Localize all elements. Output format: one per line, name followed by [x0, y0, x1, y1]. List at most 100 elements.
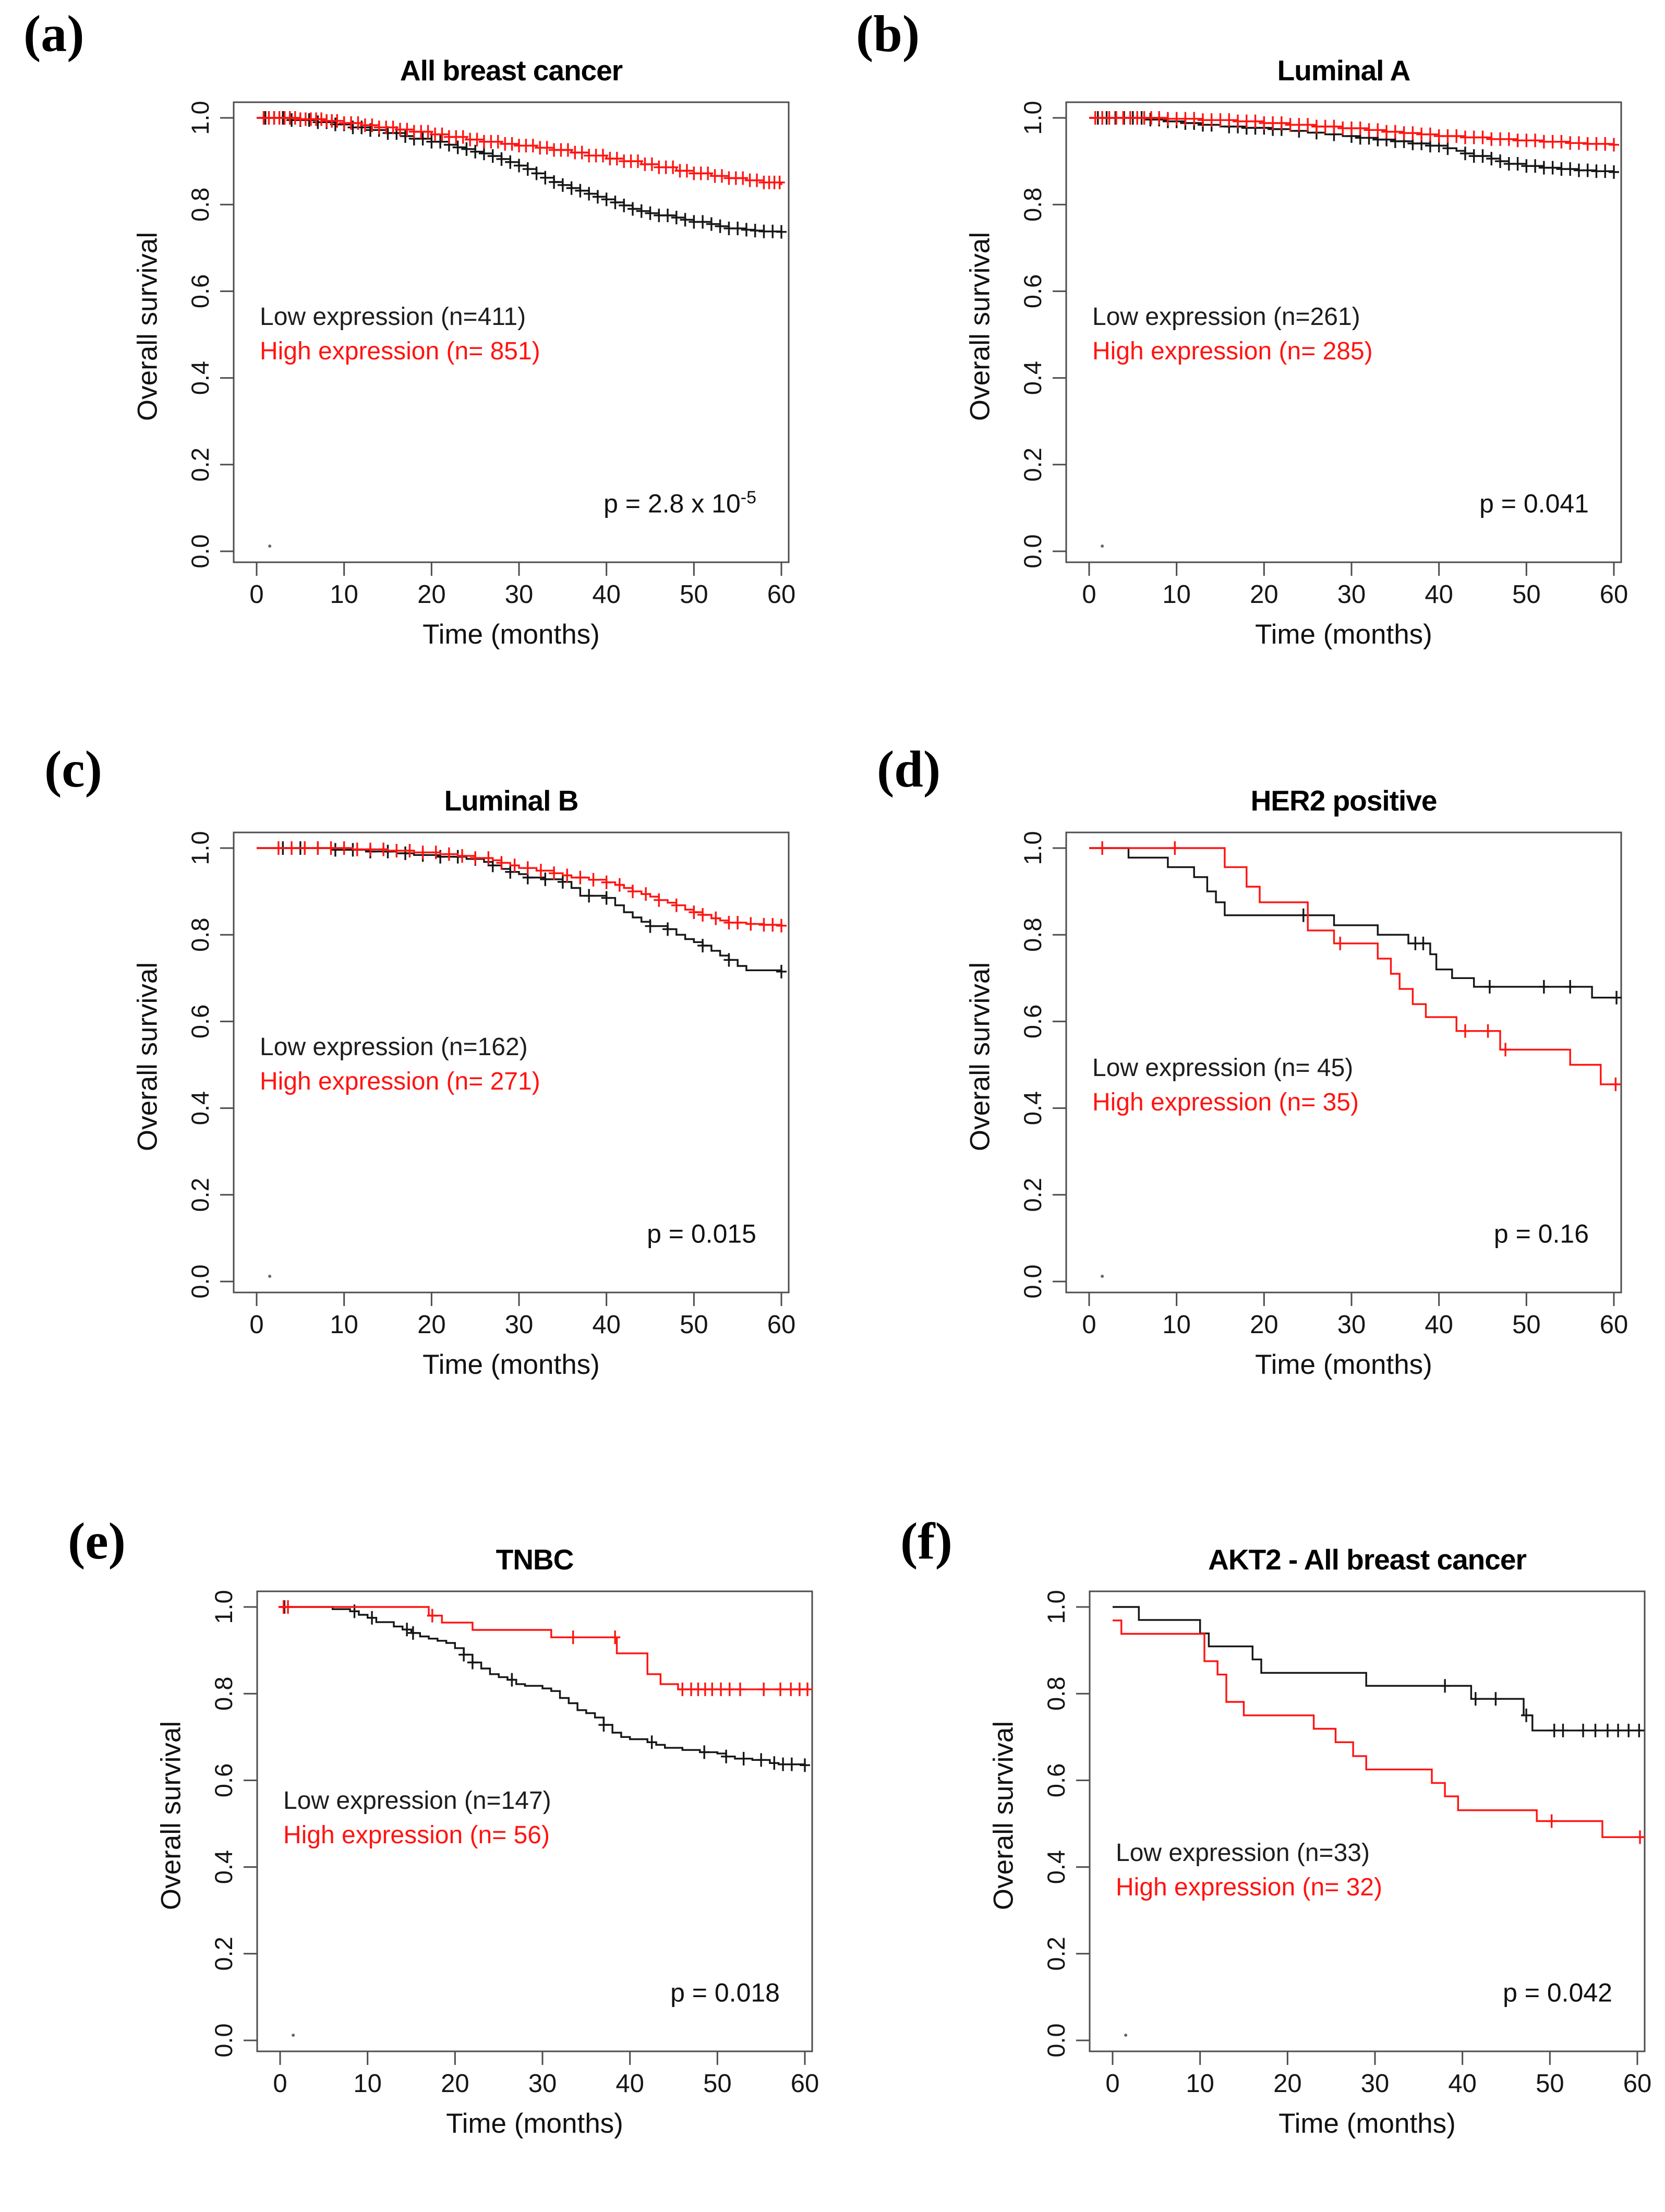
svg-text:0.0: 0.0	[210, 2023, 237, 2057]
legend-high-label: High expression (n= 271)	[260, 1068, 540, 1095]
svg-text:60: 60	[1600, 581, 1628, 609]
svg-text:40: 40	[592, 581, 621, 609]
svg-text:30: 30	[528, 2070, 557, 2098]
svg-text:10: 10	[1186, 2070, 1214, 2098]
svg-text:20: 20	[1250, 1311, 1278, 1339]
svg-text:0.4: 0.4	[1042, 1850, 1070, 1884]
legend: Low expression (n= 45) High expression (…	[1092, 1051, 1359, 1120]
svg-text:0.6: 0.6	[186, 1005, 214, 1038]
svg-text:60: 60	[1623, 2070, 1652, 2098]
legend-high-label: High expression (n= 285)	[1092, 337, 1373, 365]
y-axis-label: Overall survival	[988, 1721, 1019, 1911]
panel-title: TNBC	[496, 1543, 574, 1576]
y-axis-label: Overall survival	[155, 1721, 187, 1911]
svg-text:0.6: 0.6	[1019, 1005, 1046, 1038]
svg-text:30: 30	[505, 1311, 534, 1339]
p-value-base: p = 0.16	[1493, 1219, 1589, 1249]
svg-text:20: 20	[1273, 2070, 1302, 2098]
y-axis-label: Overall survival	[132, 962, 163, 1152]
p-value-base: p = 2.8 x 10	[604, 489, 741, 518]
legend: Low expression (n=33) High expression (n…	[1116, 1836, 1382, 1905]
svg-text:40: 40	[1448, 2070, 1477, 2098]
p-value: p = 0.018	[670, 1977, 780, 2008]
legend-high-label: High expression (n= 35)	[1092, 1089, 1359, 1116]
legend: Low expression (n=261) High expression (…	[1092, 300, 1373, 369]
svg-text:30: 30	[505, 581, 534, 609]
svg-text:10: 10	[330, 1311, 358, 1339]
svg-text:0: 0	[249, 1311, 263, 1339]
svg-text:0.8: 0.8	[1019, 188, 1046, 222]
svg-text:0.4: 0.4	[210, 1850, 237, 1884]
panel-luminal-a: 0.0 0.2 0.4 0.6 0.8 1.0 0 10 20 30 40 50 60 (b) Lumi…	[832, 0, 1665, 723]
x-axis-label: Time (months)	[1278, 2108, 1456, 2139]
p-value-exponent: -5	[740, 488, 756, 507]
svg-text:0: 0	[1082, 581, 1096, 609]
y-axis-label: Overall survival	[964, 962, 996, 1152]
svg-text:10: 10	[1162, 1311, 1191, 1339]
svg-text:0.8: 0.8	[1042, 1677, 1070, 1711]
svg-text:0.2: 0.2	[1042, 1937, 1070, 1971]
legend-low-label: Low expression (n=261)	[1092, 303, 1360, 331]
svg-text:40: 40	[1425, 1311, 1453, 1339]
panel-her2-positive: 0.0 0.2 0.4 0.6 0.8 1.0 0 10 20 30 40 50 60 (d) HER2…	[832, 730, 1665, 1453]
legend-high-label: High expression (n= 56)	[283, 1821, 550, 1849]
svg-text:20: 20	[417, 581, 446, 609]
svg-text:1.0: 1.0	[210, 1590, 237, 1624]
svg-text:50: 50	[680, 1311, 708, 1339]
x-axis-label: Time (months)	[1255, 1349, 1432, 1380]
km-plot-canvas: 0.0 0.2 0.4 0.6 0.8 1.0 0 10 20 30 40 50 60	[210, 1590, 819, 2098]
svg-text:0.2: 0.2	[186, 448, 214, 481]
svg-text:0: 0	[249, 581, 263, 609]
svg-text:30: 30	[1361, 2070, 1390, 2098]
svg-text:0.8: 0.8	[1019, 918, 1046, 952]
legend-low-label: Low expression (n=33)	[1116, 1839, 1370, 1867]
svg-text:20: 20	[441, 2070, 469, 2098]
x-axis-label: Time (months)	[423, 1349, 600, 1380]
svg-text:0.6: 0.6	[1019, 274, 1046, 308]
svg-text:0.6: 0.6	[1042, 1763, 1070, 1797]
svg-text:50: 50	[680, 581, 708, 609]
panel-title: AKT2 - All breast cancer	[1208, 1543, 1527, 1576]
panel-tnbc: 0.0 0.2 0.4 0.6 0.8 1.0 0 10 20 30 40 50 60 (e) TNBC…	[23, 1489, 856, 2212]
y-axis-label: Overall survival	[964, 232, 996, 421]
p-value: p = 2.8 x 10-5	[604, 488, 756, 519]
p-value-base: p = 0.015	[647, 1219, 756, 1249]
svg-text:50: 50	[703, 2070, 732, 2098]
svg-text:30: 30	[1337, 1311, 1366, 1339]
legend-high-label: High expression (n= 851)	[260, 337, 540, 365]
svg-text:0.4: 0.4	[1019, 1091, 1046, 1125]
legend-low-label: Low expression (n=411)	[260, 303, 526, 331]
x-axis-label: Time (months)	[1255, 619, 1432, 650]
p-value: p = 0.042	[1503, 1977, 1612, 2008]
y-axis-label: Overall survival	[132, 232, 163, 421]
svg-text:60: 60	[1600, 1311, 1628, 1339]
legend: Low expression (n=411) High expression (…	[260, 300, 540, 369]
svg-text:0.2: 0.2	[186, 1178, 214, 1212]
svg-text:0.8: 0.8	[186, 918, 214, 952]
svg-text:50: 50	[1536, 2070, 1564, 2098]
km-plot-canvas: 0.0 0.2 0.4 0.6 0.8 1.0 0 10 20 30 40 50 60	[186, 101, 795, 609]
km-plot-canvas: 0.0 0.2 0.4 0.6 0.8 1.0 0 10 20 30 40 50 60	[186, 831, 795, 1339]
p-value: p = 0.041	[1479, 488, 1589, 519]
svg-text:50: 50	[1512, 581, 1541, 609]
svg-text:0.2: 0.2	[1019, 1178, 1046, 1212]
p-value-base: p = 0.042	[1503, 1978, 1612, 2008]
svg-text:0.0: 0.0	[1042, 2023, 1070, 2057]
svg-text:0.2: 0.2	[210, 1937, 237, 1971]
svg-text:1.0: 1.0	[186, 101, 214, 135]
svg-text:0.0: 0.0	[1019, 1264, 1046, 1298]
svg-text:0.8: 0.8	[186, 188, 214, 222]
svg-text:40: 40	[616, 2070, 644, 2098]
panel-letter: (f)	[900, 1512, 952, 1570]
legend-low-label: Low expression (n= 45)	[1092, 1054, 1354, 1082]
panel-letter: (b)	[856, 5, 920, 63]
panel-title: All breast cancer	[400, 54, 623, 87]
svg-text:0.6: 0.6	[186, 274, 214, 308]
x-axis-label: Time (months)	[423, 619, 600, 650]
panel-letter: (e)	[68, 1512, 126, 1570]
km-plot-canvas: 0.0 0.2 0.4 0.6 0.8 1.0 0 10 20 30 40 50 60	[1042, 1590, 1652, 2098]
svg-text:40: 40	[1425, 581, 1453, 609]
svg-text:60: 60	[791, 2070, 819, 2098]
svg-text:0: 0	[1082, 1311, 1096, 1339]
